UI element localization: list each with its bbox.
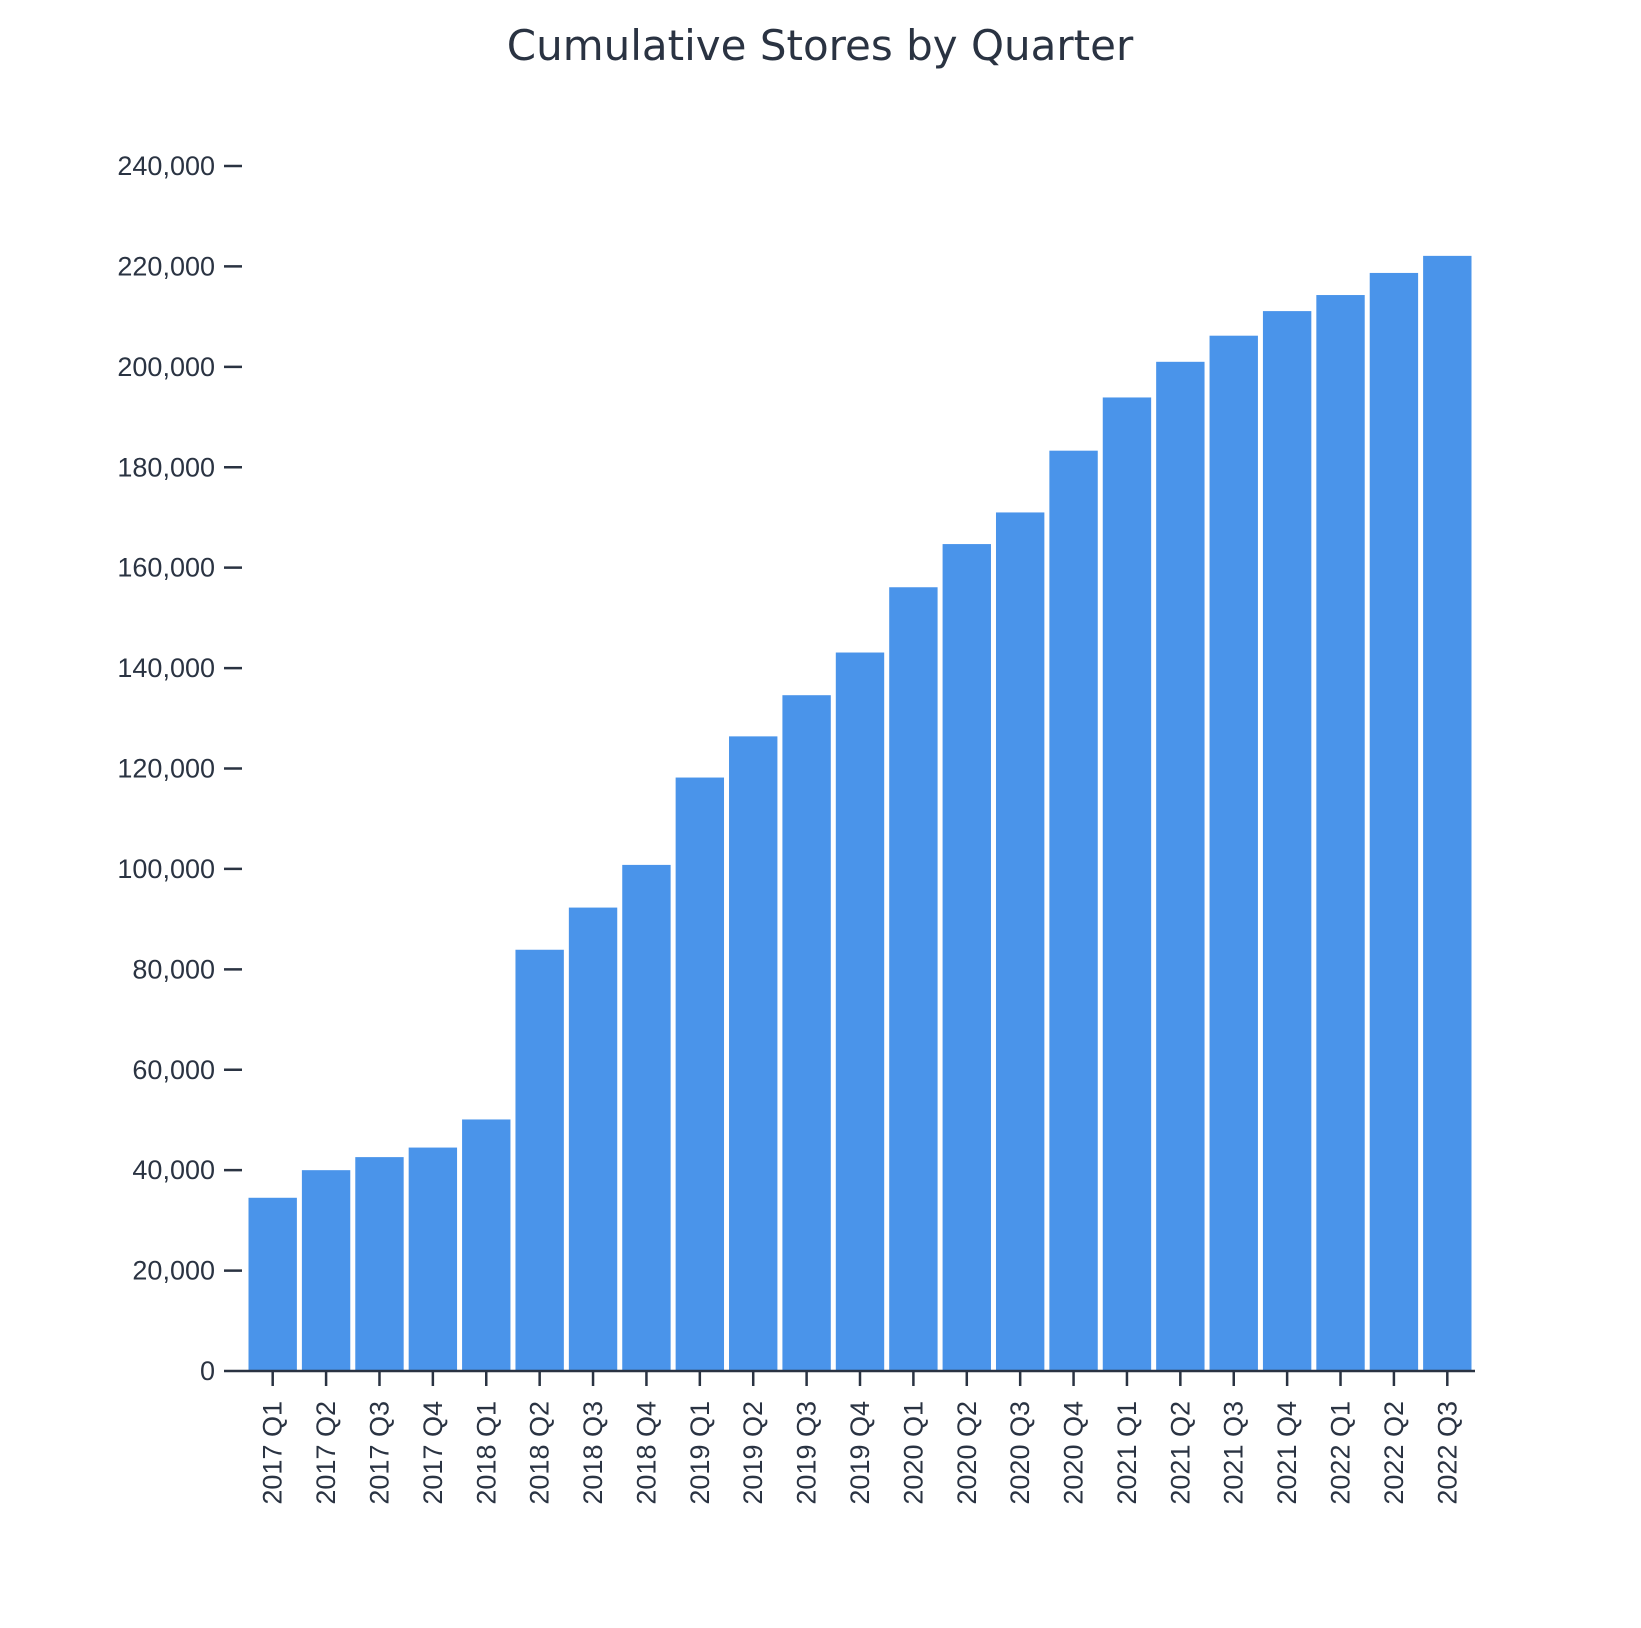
bar	[942, 544, 991, 1371]
x-tick-label: 2020 Q3	[1005, 1401, 1035, 1505]
x-tick-label: 2018 Q4	[631, 1401, 661, 1505]
x-axis: 2017 Q1 2017 Q2 2017 Q3 2017 Q4 2018 Q1 2018 …	[242, 1369, 1475, 1505]
x-tick-label: 2020 Q4	[1059, 1401, 1089, 1505]
x-tick-label: 2021 Q3	[1219, 1401, 1249, 1505]
y-tick-label: 140,000	[117, 653, 215, 683]
y-tick-label: 0	[200, 1356, 215, 1386]
bar	[355, 1157, 404, 1371]
bar	[1209, 335, 1258, 1372]
bar	[408, 1147, 458, 1371]
y-tick-label: 120,000	[117, 754, 215, 784]
y-tick-label: 40,000	[132, 1155, 215, 1185]
bar	[1156, 361, 1205, 1371]
y-tick-label: 240,000	[117, 151, 215, 181]
y-tick-label: 180,000	[117, 452, 215, 482]
bar	[462, 1119, 511, 1371]
y-axis: 0 20,000 40,000 60,000 80,000 100,000 120,000 1…	[117, 151, 242, 1386]
bar	[995, 512, 1045, 1371]
y-tick-label: 160,000	[117, 553, 215, 583]
y-tick-label: 200,000	[117, 352, 215, 382]
y-tick-label: 80,000	[132, 954, 215, 984]
x-tick-label: 2018 Q2	[525, 1401, 555, 1505]
bar	[301, 1170, 351, 1371]
bars-layer	[248, 255, 1472, 1372]
bar	[622, 864, 671, 1371]
x-tick-label: 2020 Q1	[898, 1401, 928, 1505]
x-tick-label: 2019 Q4	[845, 1401, 875, 1505]
bar	[782, 695, 831, 1371]
bar	[515, 949, 564, 1371]
bar	[835, 652, 885, 1371]
y-tick-label: 20,000	[132, 1256, 215, 1286]
bar	[1423, 255, 1472, 1371]
x-tick-label: 2017 Q3	[364, 1401, 394, 1505]
x-tick-label: 2018 Q1	[471, 1401, 501, 1505]
bar	[1316, 295, 1365, 1371]
x-tick-label: 2021 Q2	[1165, 1401, 1195, 1505]
bar	[1049, 450, 1098, 1371]
x-tick-label: 2022 Q2	[1379, 1401, 1409, 1505]
x-tick-label: 2021 Q1	[1112, 1401, 1142, 1505]
x-tick-label: 2019 Q3	[792, 1401, 822, 1505]
x-tick-label: 2021 Q4	[1272, 1401, 1302, 1505]
x-tick-label: 2017 Q4	[418, 1401, 448, 1505]
x-tick-label: 2019 Q1	[685, 1401, 715, 1505]
x-tick-label: 2022 Q1	[1326, 1401, 1356, 1505]
x-tick-label: 2020 Q2	[952, 1401, 982, 1505]
y-tick-label: 220,000	[117, 251, 215, 281]
bar	[568, 907, 618, 1371]
y-tick-label: 60,000	[132, 1055, 215, 1085]
x-tick-label: 2019 Q2	[738, 1401, 768, 1505]
bar	[248, 1197, 297, 1371]
chart-title: Cumulative Stores by Quarter	[507, 21, 1134, 70]
bar	[1262, 311, 1312, 1372]
x-tick-label: 2017 Q1	[258, 1401, 288, 1505]
bar	[1369, 272, 1419, 1372]
x-tick-label: 2018 Q3	[578, 1401, 608, 1505]
bar	[889, 587, 938, 1371]
y-tick-label: 100,000	[117, 854, 215, 884]
bar	[729, 736, 778, 1371]
x-tick-label: 2017 Q2	[311, 1401, 341, 1505]
x-tick-label: 2022 Q3	[1432, 1401, 1462, 1505]
bar	[1102, 397, 1152, 1372]
bar	[675, 777, 725, 1371]
